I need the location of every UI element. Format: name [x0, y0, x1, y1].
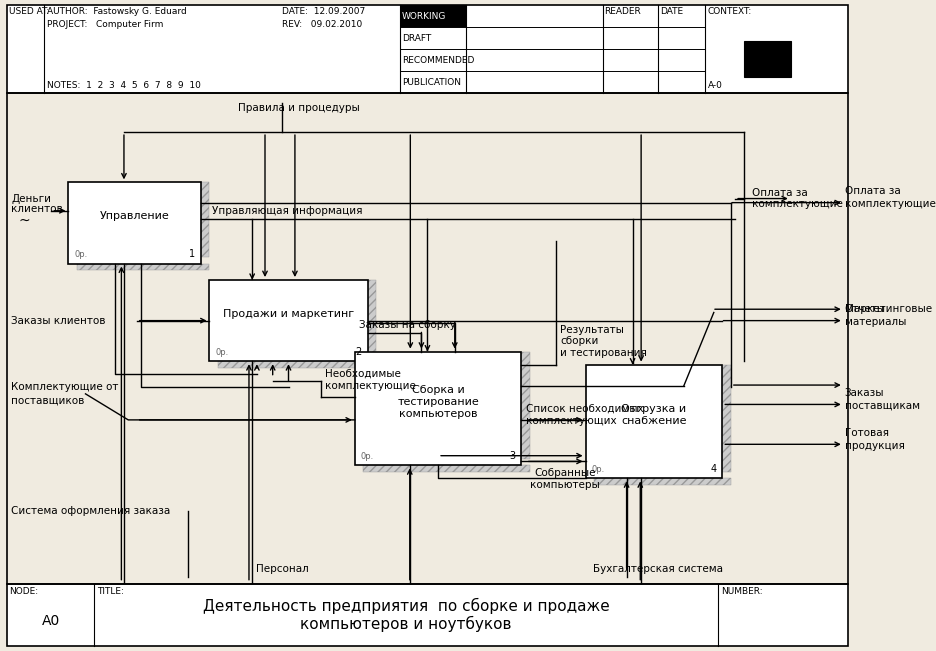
- Text: PUBLICATION: PUBLICATION: [402, 77, 461, 87]
- Text: Сборка и
тестирование
компьютеров: Сборка и тестирование компьютеров: [397, 385, 478, 419]
- Bar: [200, 182, 210, 257]
- Text: клиентов: клиентов: [11, 204, 63, 214]
- Text: Деятельность предприятия  по сборке и продаже
компьютеров и ноутбуков: Деятельность предприятия по сборке и про…: [202, 598, 608, 632]
- Text: 4: 4: [709, 464, 716, 474]
- Text: READER: READER: [604, 7, 640, 16]
- Text: Список необходимых: Список необходимых: [525, 404, 643, 413]
- Text: 3: 3: [509, 451, 515, 461]
- Bar: [7, 5, 847, 93]
- Text: Правила и процедуры: Правила и процедуры: [238, 103, 359, 113]
- Bar: [218, 361, 375, 368]
- Text: RECOMMENDED: RECOMMENDED: [402, 55, 474, 64]
- Bar: [363, 465, 530, 472]
- Bar: [210, 280, 367, 361]
- Text: Персонал: Персонал: [256, 564, 308, 574]
- Text: NOTES:  1  2  3  4  5  6  7  8  9  10: NOTES: 1 2 3 4 5 6 7 8 9 10: [47, 81, 200, 90]
- Text: DATE: DATE: [659, 7, 682, 16]
- Text: Готовая: Готовая: [843, 428, 887, 437]
- Bar: [7, 584, 847, 646]
- Text: Система оформления заказа: Система оформления заказа: [11, 506, 170, 516]
- Text: Управление: Управление: [99, 212, 169, 221]
- Text: поставщикам: поставщикам: [843, 401, 918, 411]
- Text: Отгрузка и
снабжение: Отгрузка и снабжение: [621, 404, 686, 426]
- Text: 0р.: 0р.: [591, 465, 604, 474]
- Text: Продажи и маркетинг: Продажи и маркетинг: [223, 309, 354, 319]
- Text: PROJECT:   Computer Firm: PROJECT: Computer Firm: [47, 20, 163, 29]
- Text: Собранные
компьютеры: Собранные компьютеры: [530, 468, 599, 490]
- Bar: [355, 352, 521, 465]
- Text: Управляющая информация: Управляющая информация: [212, 206, 362, 215]
- Text: NODE:: NODE:: [9, 587, 38, 596]
- Bar: [68, 182, 200, 264]
- Bar: [367, 280, 375, 355]
- Bar: [743, 41, 790, 77]
- Text: продукция: продукция: [843, 441, 903, 450]
- Text: Заказы: Заказы: [843, 388, 884, 398]
- Text: Результаты
сборки
и тестирования: Результаты сборки и тестирования: [560, 325, 646, 358]
- Text: NUMBER:: NUMBER:: [720, 587, 762, 596]
- Bar: [585, 365, 722, 478]
- Text: Маркетинговые: Маркетинговые: [843, 304, 930, 314]
- Text: Необходимые
комплектующие: Необходимые комплектующие: [325, 369, 416, 391]
- Text: DRAFT: DRAFT: [402, 34, 431, 43]
- Bar: [7, 93, 847, 584]
- Text: WORKING: WORKING: [402, 12, 446, 21]
- Text: Отчеты: Отчеты: [843, 304, 885, 314]
- Text: Оплата за: Оплата за: [843, 186, 899, 196]
- Bar: [722, 365, 730, 472]
- Text: A0: A0: [42, 614, 60, 628]
- Text: материалы: материалы: [843, 317, 905, 327]
- Text: REV:   09.02.2010: REV: 09.02.2010: [282, 20, 362, 29]
- Text: комплектующих: комплектующих: [525, 417, 616, 426]
- Text: Заказы на сборку: Заказы на сборку: [358, 320, 456, 329]
- Text: Оплата за
комплектующие: Оплата за комплектующие: [752, 187, 842, 210]
- Text: Деньги: Деньги: [11, 194, 51, 204]
- Bar: [77, 264, 210, 270]
- Text: AUTHOR:  Fastowsky G. Eduard: AUTHOR: Fastowsky G. Eduard: [47, 7, 186, 16]
- Text: поставщиков: поставщиков: [11, 395, 84, 406]
- Text: Бухгалтерская система: Бухгалтерская система: [592, 564, 723, 574]
- Text: 2: 2: [355, 347, 361, 357]
- Text: комплектующие: комплектующие: [843, 199, 934, 209]
- Text: CONTEXT:: CONTEXT:: [707, 7, 752, 16]
- Text: A-0: A-0: [707, 81, 722, 90]
- Text: DATE:  12.09.2007: DATE: 12.09.2007: [282, 7, 365, 16]
- Bar: [521, 352, 530, 459]
- Text: Заказы клиентов: Заказы клиентов: [11, 316, 106, 326]
- Text: 1: 1: [188, 249, 195, 259]
- Text: TITLE:: TITLE:: [96, 587, 124, 596]
- Text: 0р.: 0р.: [360, 452, 373, 461]
- Text: 0р.: 0р.: [215, 348, 228, 357]
- Text: Комплектующие от: Комплектующие от: [11, 382, 118, 393]
- Text: USED AT:: USED AT:: [8, 7, 49, 16]
- Bar: [593, 478, 730, 485]
- Text: ~: ~: [18, 214, 30, 228]
- Bar: [400, 5, 465, 27]
- Text: 0р.: 0р.: [74, 250, 88, 259]
